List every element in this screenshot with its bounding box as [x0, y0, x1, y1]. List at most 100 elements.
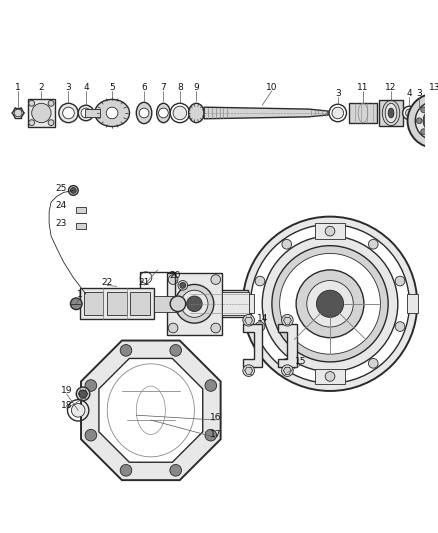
Bar — [85, 109, 100, 117]
Circle shape — [180, 282, 186, 288]
Circle shape — [32, 103, 51, 123]
Circle shape — [168, 274, 178, 285]
Circle shape — [29, 100, 35, 106]
Text: 18: 18 — [61, 401, 72, 410]
Text: 10: 10 — [266, 83, 278, 92]
Circle shape — [407, 94, 438, 148]
Circle shape — [329, 104, 346, 122]
Ellipse shape — [95, 100, 130, 126]
Text: 24: 24 — [55, 201, 67, 211]
Circle shape — [279, 253, 380, 354]
Text: 3: 3 — [335, 89, 341, 98]
Circle shape — [307, 280, 353, 327]
Ellipse shape — [385, 103, 397, 123]
Circle shape — [262, 236, 398, 372]
Circle shape — [187, 296, 202, 312]
Circle shape — [317, 290, 343, 317]
Polygon shape — [99, 358, 203, 462]
Polygon shape — [81, 341, 221, 480]
Text: 14: 14 — [257, 314, 268, 323]
Circle shape — [168, 323, 178, 333]
Circle shape — [211, 323, 221, 333]
Polygon shape — [242, 294, 254, 313]
Circle shape — [296, 270, 364, 338]
Circle shape — [243, 365, 254, 376]
Bar — [154, 296, 178, 312]
Circle shape — [415, 101, 438, 140]
Text: 21: 21 — [138, 278, 150, 287]
Circle shape — [159, 108, 168, 118]
Text: 7: 7 — [161, 83, 166, 92]
Ellipse shape — [170, 296, 186, 312]
Circle shape — [413, 105, 425, 117]
Circle shape — [178, 280, 187, 290]
Circle shape — [432, 133, 438, 139]
Circle shape — [173, 106, 187, 120]
Circle shape — [332, 107, 343, 119]
Circle shape — [211, 274, 221, 285]
Circle shape — [170, 344, 181, 356]
Circle shape — [48, 100, 54, 106]
Text: 1: 1 — [77, 289, 83, 298]
Text: 1: 1 — [15, 83, 21, 92]
Circle shape — [325, 373, 335, 382]
Text: 23: 23 — [55, 219, 67, 228]
Bar — [80, 288, 154, 319]
Text: 3: 3 — [66, 83, 71, 92]
Text: 13: 13 — [429, 83, 438, 92]
Polygon shape — [204, 107, 328, 119]
Circle shape — [325, 225, 335, 235]
Circle shape — [71, 188, 76, 193]
Polygon shape — [315, 369, 345, 384]
Text: 11: 11 — [357, 83, 369, 92]
Circle shape — [170, 464, 181, 476]
Circle shape — [368, 239, 378, 249]
Text: 4: 4 — [406, 89, 412, 98]
Bar — [84, 292, 103, 316]
Bar — [190, 290, 248, 317]
Text: 4: 4 — [83, 83, 89, 92]
Text: 19: 19 — [61, 386, 72, 395]
Bar — [350, 103, 377, 123]
Circle shape — [68, 185, 78, 195]
Text: 16: 16 — [210, 413, 222, 422]
Circle shape — [120, 344, 132, 356]
Circle shape — [403, 106, 416, 120]
Circle shape — [251, 224, 410, 383]
Circle shape — [421, 129, 427, 135]
Polygon shape — [406, 294, 418, 313]
Text: 25: 25 — [55, 184, 67, 193]
Circle shape — [79, 390, 87, 398]
Circle shape — [63, 107, 74, 119]
Text: 3: 3 — [416, 89, 422, 98]
Bar — [28, 100, 55, 126]
Circle shape — [48, 120, 54, 126]
Ellipse shape — [189, 103, 204, 123]
Circle shape — [81, 108, 91, 118]
Bar — [76, 207, 86, 213]
Circle shape — [368, 359, 378, 368]
Circle shape — [395, 276, 405, 286]
Bar — [76, 223, 86, 229]
Bar — [131, 292, 150, 316]
Text: 6: 6 — [141, 83, 147, 92]
Circle shape — [395, 322, 405, 332]
Circle shape — [406, 109, 413, 117]
Circle shape — [205, 430, 217, 441]
Text: 8: 8 — [177, 83, 183, 92]
Circle shape — [71, 298, 82, 310]
Circle shape — [120, 464, 132, 476]
Circle shape — [170, 103, 190, 123]
Circle shape — [282, 314, 293, 326]
Circle shape — [71, 403, 85, 417]
Circle shape — [59, 103, 78, 123]
Circle shape — [282, 239, 292, 249]
Circle shape — [78, 105, 94, 120]
Circle shape — [14, 109, 22, 117]
Circle shape — [76, 387, 90, 401]
Bar — [140, 272, 175, 309]
Circle shape — [243, 314, 254, 326]
Circle shape — [205, 379, 217, 391]
Circle shape — [255, 322, 265, 332]
Circle shape — [423, 109, 438, 132]
